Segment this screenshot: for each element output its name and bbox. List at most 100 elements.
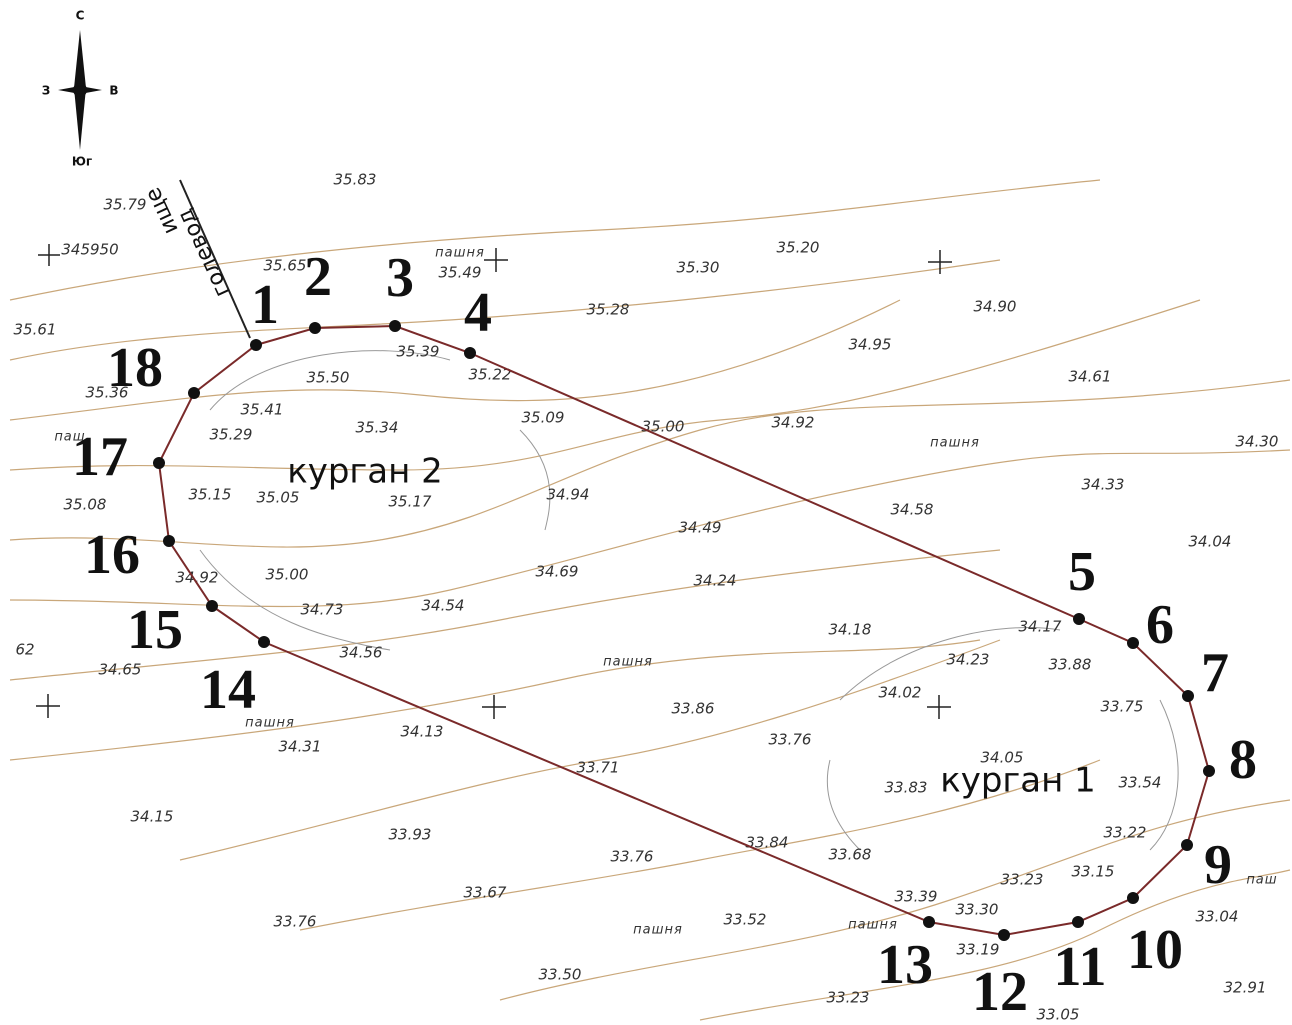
elevation-label: 33.76 xyxy=(769,731,812,749)
point-label: 14 xyxy=(200,659,256,721)
boundary-point xyxy=(998,929,1010,941)
boundary-point xyxy=(1182,690,1194,702)
elevation-label: 33.54 xyxy=(1119,774,1162,792)
boundary-point xyxy=(389,320,401,332)
boundary-point xyxy=(153,457,165,469)
arable-label: паш xyxy=(54,430,85,445)
elevation-label: 33.75 xyxy=(1101,698,1144,716)
point-label: 9 xyxy=(1204,834,1232,896)
point-label: 13 xyxy=(877,934,933,996)
elevation-label: 34.54 xyxy=(422,597,465,615)
elevation-label: 35.00 xyxy=(266,566,309,584)
elevation-label: 35.65 xyxy=(264,257,307,275)
elevation-label: 35.17 xyxy=(389,493,432,511)
elevation-label: 34.73 xyxy=(301,601,344,619)
elevation-label: 34.90 xyxy=(974,298,1017,316)
elevation-label: 35.83 xyxy=(334,171,377,189)
compass-north: С xyxy=(76,9,85,23)
arable-label: паш xyxy=(1246,873,1277,888)
elevation-label: 35.41 xyxy=(241,401,284,419)
elevation-label: 345950 xyxy=(61,241,118,259)
elevation-label: 33.39 xyxy=(895,888,938,906)
boundary-point xyxy=(1127,637,1139,649)
point-label: 10 xyxy=(1127,919,1183,981)
boundary-point xyxy=(1127,892,1139,904)
elevation-label: 33.84 xyxy=(746,834,789,852)
elevation-label: 33.04 xyxy=(1196,908,1239,926)
elevation-label: 34.92 xyxy=(772,414,815,432)
point-label: 7 xyxy=(1201,642,1229,704)
elevation-label: 34.05 xyxy=(981,749,1024,767)
point-label: 1 xyxy=(251,274,279,336)
arable-label: пашня xyxy=(245,716,295,731)
elevation-label: 35.50 xyxy=(307,369,350,387)
elevation-label: 35.39 xyxy=(397,343,440,361)
point-label: 5 xyxy=(1068,541,1096,603)
arable-label: пашня xyxy=(603,655,653,670)
road-label: ище xyxy=(141,183,184,238)
elevation-label: 33.67 xyxy=(464,884,507,902)
point-label: 2 xyxy=(304,246,332,308)
elevation-label: 33.22 xyxy=(1104,824,1147,842)
elevation-label: 34.30 xyxy=(1236,433,1279,451)
elevation-label: 35.34 xyxy=(356,419,399,437)
elevation-label: 34.04 xyxy=(1189,533,1232,551)
elevation-label: 34.65 xyxy=(99,661,142,679)
elevation-label: 33.88 xyxy=(1049,656,1092,674)
arable-label: пашня xyxy=(435,246,485,261)
elevation-label: 34.31 xyxy=(279,738,322,756)
elevation-label: 34.23 xyxy=(947,651,990,669)
elevation-label: 34.56 xyxy=(340,644,383,662)
elevation-label: 35.05 xyxy=(257,489,300,507)
point-label: 8 xyxy=(1229,729,1257,791)
elevation-label: 35.30 xyxy=(677,259,720,277)
elevation-label: 34.92 xyxy=(176,569,219,587)
point-label: 16 xyxy=(84,524,140,586)
elevation-label: 33.50 xyxy=(539,966,582,984)
elevation-label: 34.17 xyxy=(1019,618,1062,636)
point-label: 3 xyxy=(386,247,414,309)
road-label: голевод xyxy=(173,205,235,301)
road-line xyxy=(179,179,251,339)
arable-label: пашня xyxy=(930,436,980,451)
compass-south: Юг xyxy=(72,155,92,169)
elevation-label: 33.30 xyxy=(956,901,999,919)
elevation-label: 35.29 xyxy=(210,426,253,444)
elevation-label: 33.76 xyxy=(611,848,654,866)
elevation-label: 35.28 xyxy=(587,301,630,319)
elevation-label: 33.23 xyxy=(1001,871,1044,889)
boundary-point xyxy=(464,347,476,359)
elevation-label: 35.08 xyxy=(64,496,107,514)
elevation-label: 33.19 xyxy=(957,941,1000,959)
elevation-label: 34.13 xyxy=(401,723,444,741)
elevation-label: 34.24 xyxy=(694,572,737,590)
arable-label: пашня xyxy=(633,923,683,938)
elevation-label: 34.94 xyxy=(547,486,590,504)
elevation-label: 34.18 xyxy=(829,621,872,639)
compass-west: З xyxy=(42,84,51,98)
compass: С З В Юг xyxy=(42,9,119,169)
arable-label: пашня xyxy=(848,918,898,933)
elevation-label: 33.15 xyxy=(1072,863,1115,881)
elevation-label: 35.61 xyxy=(14,321,57,339)
elevation-label: 33.23 xyxy=(827,989,870,1007)
boundary-point xyxy=(1203,765,1215,777)
elevation-label: 33.68 xyxy=(829,846,872,864)
boundary-point xyxy=(250,339,262,351)
elevation-label: 35.36 xyxy=(86,384,129,402)
elevation-label: 35.09 xyxy=(522,409,565,427)
point-label: 12 xyxy=(972,961,1028,1023)
elevation-label: 35.20 xyxy=(777,239,820,257)
boundary-point xyxy=(923,916,935,928)
boundary-point xyxy=(1181,839,1193,851)
elevation-label: 33.83 xyxy=(885,779,928,797)
elevation-label: 32.91 xyxy=(1224,979,1267,997)
boundary-point xyxy=(258,636,270,648)
boundary-point xyxy=(1072,916,1084,928)
elevation-label: 34.95 xyxy=(849,336,892,354)
elevation-label: 62 xyxy=(15,641,34,659)
elevation-label: 33.76 xyxy=(274,913,317,931)
grid-crosses xyxy=(36,244,952,719)
elevation-label: 33.86 xyxy=(672,700,715,718)
